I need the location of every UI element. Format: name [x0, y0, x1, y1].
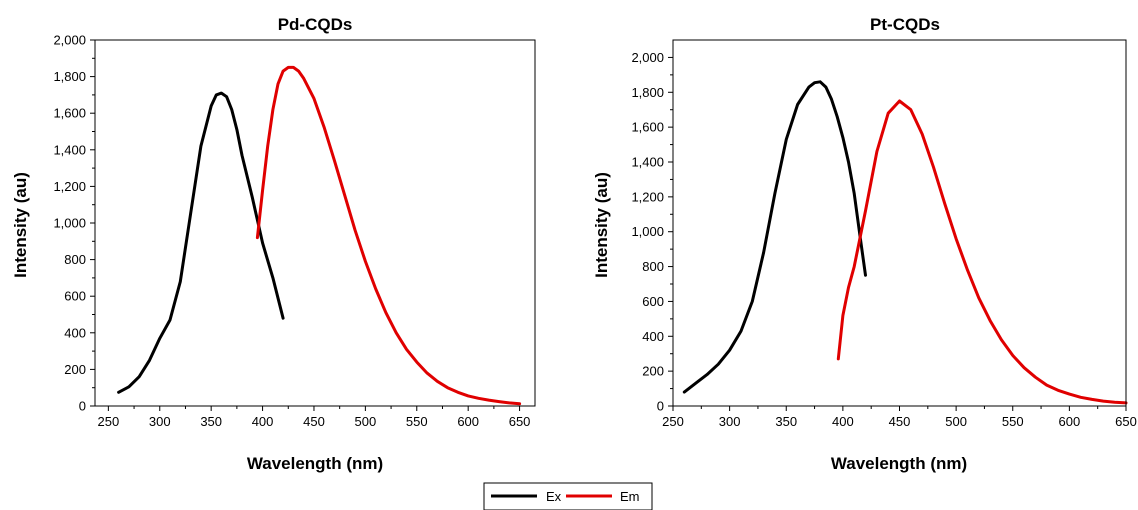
x-tick-label: 650 — [509, 414, 531, 429]
y-tick-label: 1,000 — [631, 224, 664, 239]
x-tick-label: 250 — [98, 414, 120, 429]
x-axis-ticks: 250 300 350 400 450 500 550 600 650 — [98, 406, 531, 429]
y-tick-label: 400 — [642, 329, 664, 344]
x-tick-label: 350 — [775, 414, 797, 429]
y-tick-label: 0 — [79, 399, 86, 414]
series-line-em — [836, 99, 1128, 405]
y-tick-label: 0 — [657, 399, 664, 414]
x-tick-label: 550 — [406, 414, 428, 429]
y-tick-label: 1,400 — [631, 155, 664, 170]
x-tick-label: 450 — [303, 414, 325, 429]
y-tick-label: 1,800 — [53, 69, 86, 84]
x-tick-label: 300 — [149, 414, 171, 429]
x-axis-label: Wavelength (nm) — [831, 454, 967, 473]
chart-title: Pd-CQDs — [278, 15, 353, 34]
y-axis-ticks: 0 200 400 600 800 1,000 1,200 1,400 1,600 1,800 2,… — [631, 50, 673, 414]
chart-pt-cqds: Pt-CQDs Wavelength (nm) Intensity (au) 2… — [592, 15, 1137, 473]
y-tick-label: 800 — [642, 259, 664, 274]
y-tick-label: 1,400 — [53, 142, 86, 157]
series-line-em — [255, 65, 522, 406]
x-axis-label: Wavelength (nm) — [247, 454, 383, 473]
x-tick-label: 450 — [889, 414, 911, 429]
series-line-ex — [117, 91, 285, 394]
series-group — [682, 80, 1128, 405]
y-tick-label: 600 — [642, 294, 664, 309]
y-tick-label: 400 — [64, 325, 86, 340]
y-tick-label: 1,000 — [53, 216, 86, 231]
x-tick-label: 600 — [1059, 414, 1081, 429]
x-tick-label: 350 — [200, 414, 222, 429]
y-tick-label: 200 — [642, 364, 664, 379]
series-group — [117, 65, 522, 406]
y-axis-label: Intensity (au) — [11, 172, 30, 278]
plot-frame — [672, 39, 1127, 407]
x-tick-label: 600 — [457, 414, 479, 429]
x-tick-label: 250 — [662, 414, 684, 429]
y-tick-label: 1,600 — [631, 120, 664, 135]
x-tick-label: 300 — [719, 414, 741, 429]
x-axis-ticks: 250 300 350 400 450 500 550 600 650 — [662, 406, 1137, 429]
y-tick-label: 1,200 — [53, 179, 86, 194]
y-tick-label: 1,600 — [53, 106, 86, 121]
x-tick-label: 500 — [355, 414, 377, 429]
legend: Ex Em — [483, 482, 653, 510]
y-tick-label: 1,800 — [631, 85, 664, 100]
x-tick-label: 550 — [1002, 414, 1024, 429]
y-axis-ticks: 0 200 400 600 800 1,000 1,200 1,400 1,600 1,800 2,… — [53, 33, 95, 414]
chart-title: Pt-CQDs — [870, 15, 940, 34]
legend-label-ex: Ex — [546, 489, 562, 504]
y-tick-label: 2,000 — [631, 50, 664, 65]
y-axis-label: Intensity (au) — [592, 172, 611, 278]
y-tick-label: 2,000 — [53, 33, 86, 48]
chart-pd-cqds: Pd-CQDs Wavelength (nm) Intensity (au) 2… — [11, 15, 536, 473]
x-tick-label: 400 — [252, 414, 274, 429]
x-tick-label: 500 — [945, 414, 967, 429]
plot-frame — [94, 39, 536, 407]
y-tick-label: 1,200 — [631, 189, 664, 204]
series-line-ex — [682, 80, 867, 394]
y-tick-label: 600 — [64, 289, 86, 304]
y-tick-label: 200 — [64, 362, 86, 377]
y-tick-label: 800 — [64, 252, 86, 267]
x-tick-label: 650 — [1115, 414, 1137, 429]
legend-label-em: Em — [620, 489, 640, 504]
x-tick-label: 400 — [832, 414, 854, 429]
